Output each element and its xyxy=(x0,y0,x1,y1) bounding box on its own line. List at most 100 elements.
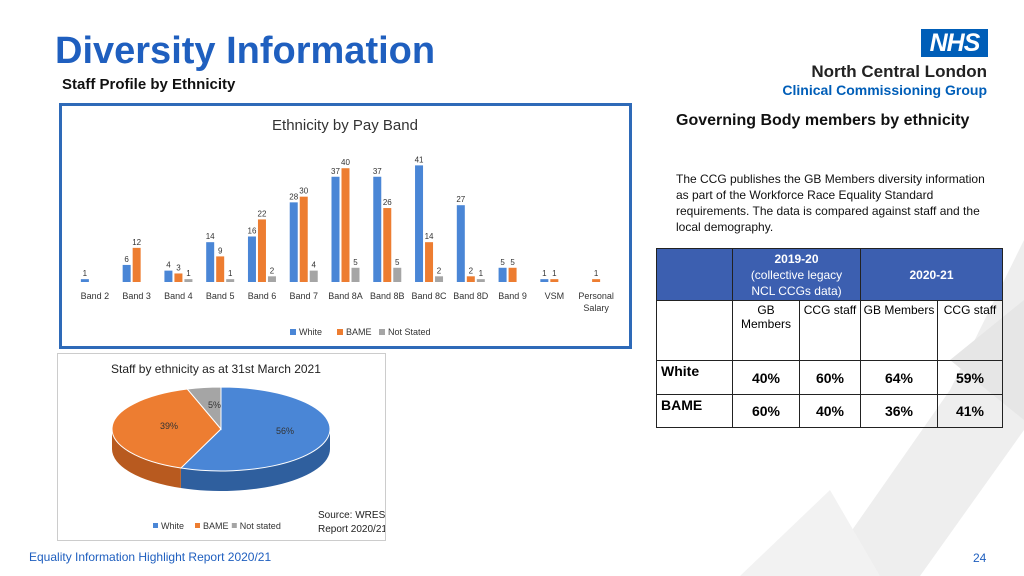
data-label: 4 xyxy=(166,261,171,270)
data-label: 41 xyxy=(415,155,424,164)
bar xyxy=(351,267,360,282)
data-label: 5 xyxy=(510,258,515,267)
row-label-bame: BAME xyxy=(656,394,733,428)
bar xyxy=(206,242,215,282)
bar xyxy=(373,176,382,282)
gb-description: The CCG publishes the GB Members diversi… xyxy=(676,172,985,234)
bar xyxy=(184,279,193,282)
nhs-logo: NHS xyxy=(921,29,988,57)
tick-label: Band 8C xyxy=(412,291,448,301)
data-label: 1 xyxy=(479,269,484,278)
legend-label: BAME xyxy=(346,327,372,337)
data-label: 5 xyxy=(353,258,358,267)
bar xyxy=(267,276,276,282)
bar xyxy=(383,208,392,282)
bar xyxy=(299,196,308,282)
data-label: 14 xyxy=(425,232,434,241)
data-label: 4 xyxy=(312,261,317,270)
data-label: 1 xyxy=(552,269,557,278)
data-label: 1 xyxy=(228,269,233,278)
org-name: North Central London xyxy=(811,62,987,81)
org-group: Clinical Commissioning Group xyxy=(782,82,987,98)
bar xyxy=(247,236,256,282)
legend-swatch xyxy=(153,523,158,528)
data-label: 1 xyxy=(542,269,547,278)
table-row: BAME 60% 40% 36% 41% xyxy=(656,394,1003,428)
data-label: 14 xyxy=(206,232,215,241)
legend-label: White xyxy=(161,521,184,531)
cell: 41% xyxy=(937,394,1003,428)
data-label: 2 xyxy=(469,266,474,275)
data-label: 12 xyxy=(132,238,141,247)
header-2020-21: 2020-21 xyxy=(860,248,1003,301)
data-label: 2 xyxy=(270,266,275,275)
tick-label: VSM xyxy=(545,291,565,301)
page-title: Diversity Information xyxy=(55,30,436,72)
legend-swatch xyxy=(231,523,237,528)
header-2019-sub2: NCL CCGs data) xyxy=(751,283,842,298)
pie-value-label: 56% xyxy=(276,426,294,436)
bar xyxy=(466,276,475,282)
data-label: 2 xyxy=(437,266,442,275)
cell: 60% xyxy=(732,394,800,428)
source-note: Report 2020/21 xyxy=(318,524,385,535)
ethnicity-pie-chart: Staff by ethnicity as at 31st March 2021… xyxy=(111,362,387,535)
tick-label: Band 4 xyxy=(164,291,193,301)
bar xyxy=(540,279,549,282)
pie-slice xyxy=(186,386,222,431)
data-label: 28 xyxy=(289,192,298,201)
bar xyxy=(425,242,434,282)
data-label: 26 xyxy=(383,198,392,207)
tick-label: Band 9 xyxy=(498,291,527,301)
bar xyxy=(226,279,235,282)
table-row: White 40% 60% 64% 59% xyxy=(656,360,1003,395)
bar xyxy=(132,247,141,282)
gb-heading: Governing Body members by ethnicity xyxy=(676,112,970,129)
bar xyxy=(550,279,559,282)
chart-title: Ethnicity by Pay Band xyxy=(272,117,418,134)
row-label-white: White xyxy=(656,360,733,395)
cell: 64% xyxy=(860,360,938,395)
cell: 60% xyxy=(799,360,861,395)
bar xyxy=(164,270,173,282)
bar xyxy=(456,205,465,282)
bar xyxy=(498,267,507,282)
col-ccg-staff-2021: CCG staff xyxy=(937,300,1003,361)
legend-swatch xyxy=(195,523,200,528)
data-label: 6 xyxy=(124,255,129,264)
bar xyxy=(80,279,89,282)
pie-side xyxy=(112,429,181,489)
data-label: 30 xyxy=(299,187,308,196)
bar xyxy=(341,168,350,282)
data-label: 3 xyxy=(176,263,181,272)
page-number: 24 xyxy=(973,551,987,565)
tick-label: Band 5 xyxy=(206,291,235,301)
legend-label: White xyxy=(299,327,322,337)
col-gb-members-2021: GB Members xyxy=(860,300,938,361)
tick-label: Band 7 xyxy=(289,291,318,301)
legend-label: Not stated xyxy=(240,521,281,531)
legend-swatch xyxy=(290,329,296,335)
data-label: 37 xyxy=(331,167,340,176)
pie-side xyxy=(180,429,330,491)
cell: 40% xyxy=(732,360,800,395)
pie-value-label: 5% xyxy=(208,400,221,410)
chart-title: Staff by ethnicity as at 31st March 2021 xyxy=(111,362,321,376)
data-label: 1 xyxy=(83,269,88,278)
pie-chart-frame: Staff by ethnicity as at 31st March 2021… xyxy=(57,353,387,541)
legend-label: BAME xyxy=(203,521,229,531)
bar xyxy=(309,270,318,282)
data-label: 16 xyxy=(248,226,257,235)
data-label: 1 xyxy=(594,269,599,278)
tick-label: Personal xyxy=(578,291,614,301)
legend-swatch xyxy=(337,329,343,335)
tick-label: Band 8D xyxy=(453,291,489,301)
bar xyxy=(435,276,444,282)
cell: 59% xyxy=(937,360,1003,395)
col-ccg-staff-2019: CCG staff xyxy=(799,300,861,361)
data-label: 27 xyxy=(456,195,465,204)
bar xyxy=(415,165,424,282)
data-label: 5 xyxy=(500,258,505,267)
bar xyxy=(216,256,225,282)
